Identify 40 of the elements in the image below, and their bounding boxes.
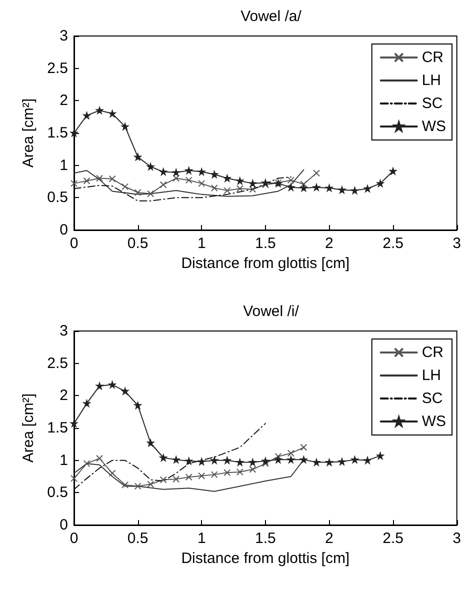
y-tick-label: 1 <box>60 156 68 174</box>
x-tick-label: 2.5 <box>382 235 404 252</box>
x-tick-label: 2 <box>325 530 334 547</box>
x-tick-label: 0.5 <box>127 235 148 252</box>
x-tick-label: 0.5 <box>127 530 148 547</box>
y-tick-label: 2.5 <box>47 354 68 372</box>
y-tick-label: 1 <box>60 452 68 469</box>
x-tick-label: 1 <box>197 530 206 547</box>
legend-label: WS <box>422 118 446 135</box>
legend-label: CR <box>422 344 444 361</box>
y-tick-label: 1.5 <box>47 124 68 142</box>
y-tick-label: 0 <box>60 516 68 534</box>
legend-label: CR <box>422 49 444 66</box>
x-tick-label: 1.5 <box>254 235 276 252</box>
y-tick-label: 3 <box>60 28 68 44</box>
y-tick-label: 2 <box>60 92 68 110</box>
x-tick-label: 3 <box>452 530 461 547</box>
y-tick-label: 0.5 <box>47 484 68 502</box>
legend-label: LH <box>422 72 442 89</box>
legend-label: LH <box>422 367 442 384</box>
chart-title: Vowel /a/ <box>240 8 302 25</box>
legend-label: SC <box>422 390 443 407</box>
y-axis-title: Area [cm²] <box>20 393 38 463</box>
x-tick-label: 1 <box>197 235 206 252</box>
y-tick-label: 2.5 <box>47 60 68 77</box>
legend-label: WS <box>422 413 446 430</box>
x-tick-label: 2 <box>325 235 334 252</box>
y-tick-label: 3 <box>60 322 68 340</box>
y-tick-label: 0.5 <box>47 189 68 206</box>
legend-label: SC <box>422 95 443 112</box>
x-axis-title: Distance from glottis [cm] <box>181 254 350 272</box>
x-axis-title: Distance from glottis [cm] <box>181 550 350 567</box>
y-axis-title: Area [cm²] <box>20 98 38 168</box>
chart-title: Vowel /i/ <box>243 303 300 320</box>
x-tick-label: 3 <box>452 235 461 252</box>
y-tick-label: 2 <box>60 387 68 404</box>
x-tick-label: 2.5 <box>382 530 404 547</box>
x-tick-label: 1.5 <box>254 530 276 547</box>
y-tick-label: 0 <box>60 222 68 238</box>
y-tick-label: 1.5 <box>47 420 68 436</box>
